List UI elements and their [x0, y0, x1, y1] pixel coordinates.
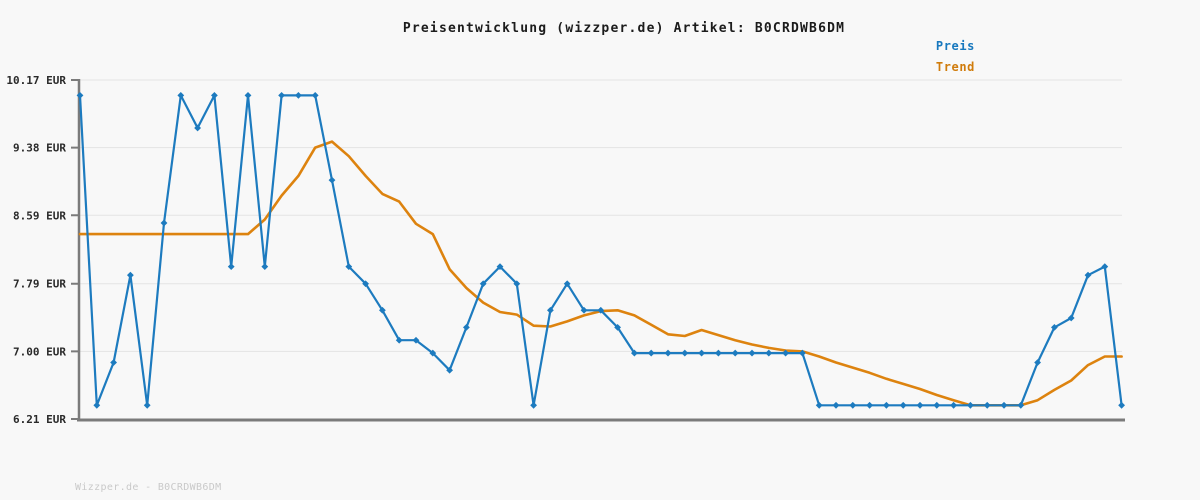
price-marker — [748, 349, 756, 357]
price-marker — [328, 176, 336, 184]
price-marker — [93, 401, 101, 409]
price-marker — [1118, 401, 1125, 409]
y-tick-label: 6.21 EUR — [13, 413, 66, 426]
price-marker — [211, 92, 218, 99]
price-marker — [311, 92, 319, 99]
y-tick-label: 8.59 EUR — [13, 209, 66, 222]
price-marker — [412, 336, 420, 344]
price-marker — [983, 401, 991, 409]
price-marker — [379, 306, 386, 314]
price-marker — [177, 92, 185, 99]
price-marker — [278, 92, 285, 99]
price-marker — [647, 349, 655, 357]
price-marker — [446, 366, 453, 374]
price-marker — [1084, 271, 1092, 279]
price-marker — [1051, 324, 1058, 331]
price-marker — [1067, 314, 1075, 322]
y-tick-label: 10.17 EUR — [6, 74, 66, 87]
price-marker — [1034, 359, 1041, 366]
chart-title: Preisentwicklung (wizzper.de) Artikel: B… — [402, 21, 846, 36]
price-marker — [899, 401, 907, 409]
price-marker — [967, 401, 974, 409]
price-marker — [76, 92, 84, 99]
price-marker — [463, 324, 470, 331]
price-marker — [883, 401, 890, 409]
y-tick-label: 9.38 EUR — [13, 142, 66, 155]
price-marker — [815, 401, 823, 409]
price-marker — [1000, 401, 1008, 409]
price-marker — [950, 401, 957, 409]
y-tick-label: 7.00 EUR — [13, 345, 66, 358]
price-marker — [429, 349, 437, 357]
price-marker — [1101, 263, 1109, 271]
price-marker — [933, 401, 941, 409]
price-line — [78, 94, 1123, 407]
price-marker — [731, 349, 739, 357]
price-marker — [143, 401, 151, 409]
price-marker — [227, 263, 235, 271]
price-marker — [362, 280, 369, 288]
price-marker — [160, 219, 168, 227]
legend-item-preis: Preis — [935, 39, 975, 53]
price-marker — [681, 349, 689, 357]
price-marker — [110, 359, 117, 366]
price-marker — [799, 349, 806, 357]
price-marker — [479, 280, 487, 288]
price-marker — [194, 124, 201, 132]
price-marker — [244, 92, 252, 99]
price-marker — [631, 349, 638, 357]
price-marker — [866, 401, 873, 409]
price-marker — [698, 349, 705, 357]
price-marker — [614, 324, 621, 331]
chart-legend: Preis Trend — [936, 39, 975, 74]
price-marker — [580, 306, 588, 314]
footer-watermark: Wizzper.de - B0CRDWB6DM — [75, 482, 222, 493]
price-marker — [916, 401, 924, 409]
price-marker — [1017, 401, 1025, 409]
price-marker — [849, 401, 857, 409]
price-marker — [261, 263, 269, 271]
price-marker — [563, 280, 571, 288]
price-marker — [496, 263, 504, 271]
price-marker — [782, 349, 789, 357]
price-marker — [345, 263, 353, 271]
price-marker — [664, 349, 672, 357]
trend-line — [78, 140, 1123, 407]
price-marker — [832, 401, 840, 409]
price-marker — [295, 92, 302, 99]
price-marker — [127, 271, 134, 279]
price-marker — [765, 349, 773, 357]
price-marker — [715, 349, 722, 357]
price-marker — [547, 306, 554, 314]
price-marker — [513, 280, 521, 288]
price-marker — [395, 336, 403, 344]
price-marker — [597, 306, 605, 314]
y-tick-label: 7.79 EUR — [13, 278, 66, 291]
legend-item-trend: Trend — [935, 60, 975, 74]
price-marker — [530, 401, 537, 409]
